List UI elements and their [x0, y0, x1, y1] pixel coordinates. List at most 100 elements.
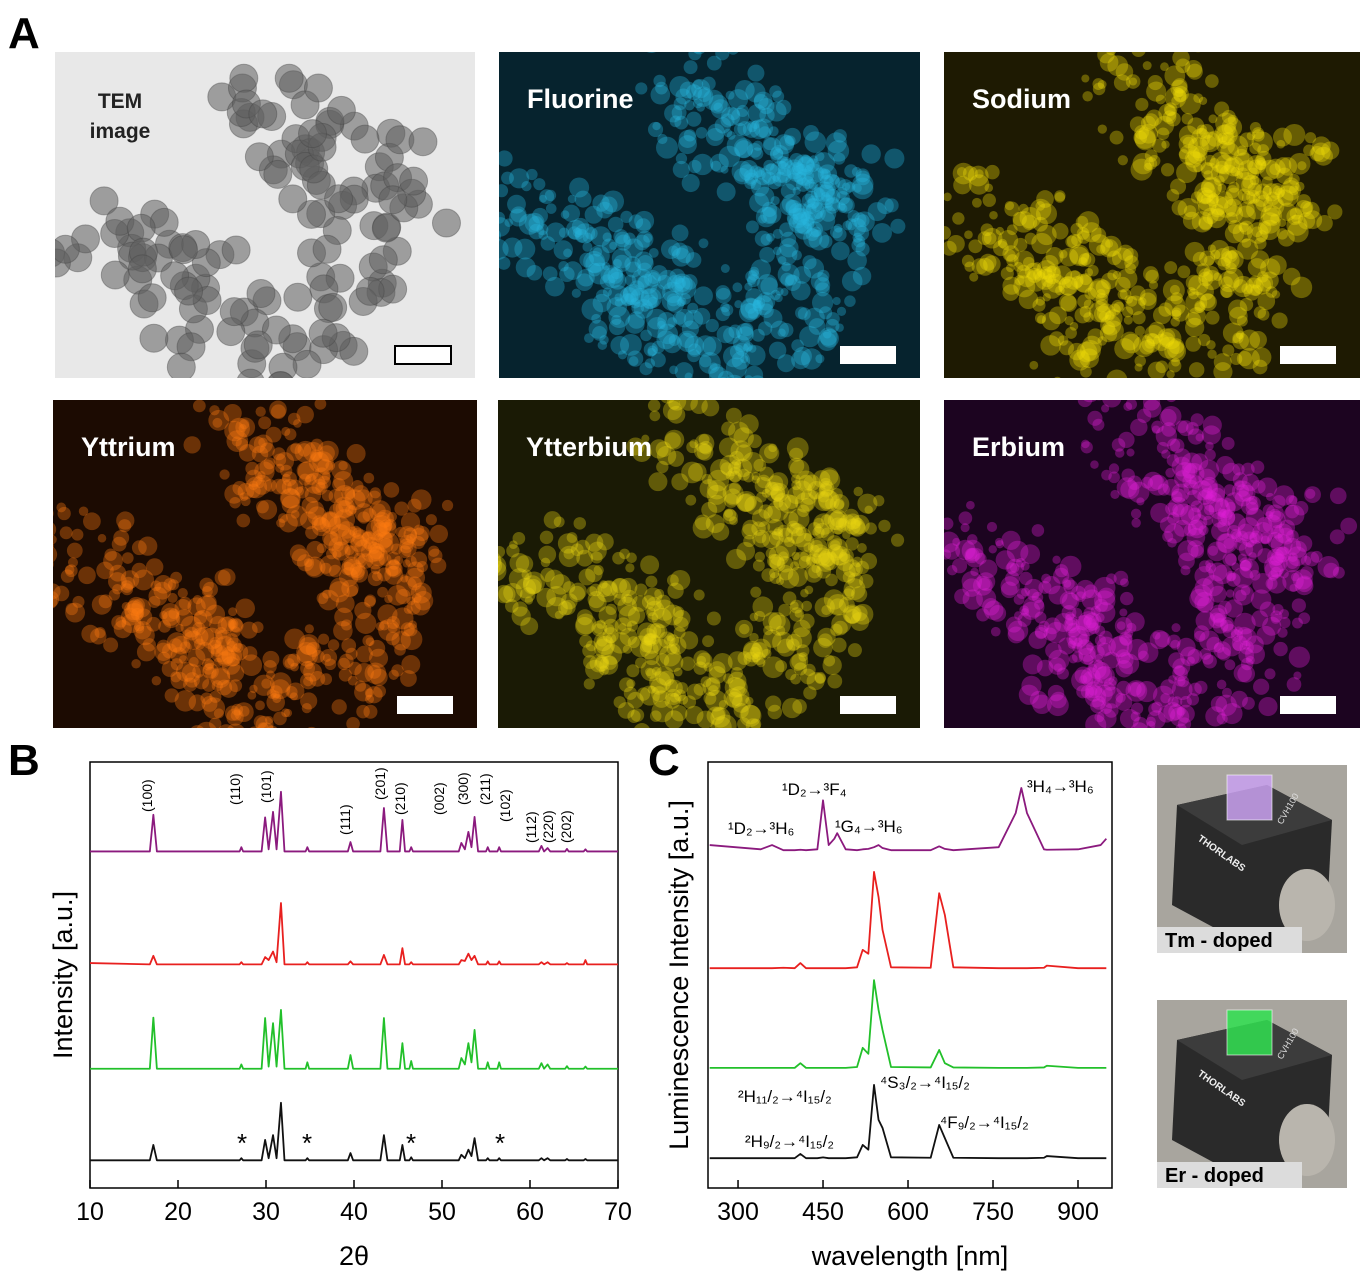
peak-label: (100) [139, 779, 155, 812]
signal-speck [1167, 634, 1181, 648]
particle [293, 350, 321, 378]
signal-speck [716, 307, 730, 321]
signal-speck [1221, 287, 1232, 298]
signal-speck [269, 401, 287, 419]
signal-speck [258, 416, 271, 429]
particle [17, 170, 45, 198]
signal-speck [1278, 219, 1286, 227]
signal-speck [1138, 651, 1149, 662]
signal-speck [1098, 124, 1107, 133]
signal-speck [1065, 619, 1077, 631]
signal-speck [1220, 499, 1229, 508]
x-tick-label: 40 [340, 1198, 368, 1226]
signal-speck [693, 650, 710, 667]
signal-speck [736, 542, 755, 561]
signal-speck [30, 541, 38, 549]
signal-speck [1065, 236, 1077, 248]
series-line [90, 903, 618, 964]
signal-speck [1187, 540, 1204, 557]
signal-speck [1188, 649, 1203, 664]
signal-speck [297, 554, 314, 571]
signal-speck [1131, 382, 1147, 398]
signal-speck [1165, 390, 1177, 402]
signal-speck [594, 638, 614, 658]
signal-speck [1080, 382, 1100, 402]
signal-speck [769, 126, 779, 136]
particle [230, 64, 258, 92]
signal-speck [193, 400, 206, 413]
signal-speck [667, 293, 680, 306]
signal-speck [430, 525, 448, 543]
signal-speck [1292, 618, 1303, 629]
signal-speck [247, 729, 268, 750]
signal-speck [1206, 563, 1217, 574]
signal-speck [1305, 132, 1316, 143]
signal-speck [843, 571, 855, 583]
signal-speck [750, 587, 761, 598]
signal-speck [1297, 194, 1311, 208]
signal-speck [387, 512, 397, 522]
signal-speck [1207, 483, 1225, 501]
particle [351, 125, 379, 153]
signal-speck [597, 533, 614, 550]
transition-label: ¹D₂→³F₄ [782, 780, 847, 799]
signal-speck [1089, 687, 1098, 696]
signal-speck [594, 657, 609, 672]
signal-speck [332, 699, 347, 714]
signal-speck [925, 246, 934, 255]
signal-speck [740, 323, 753, 336]
signal-speck [779, 730, 791, 742]
signal-speck [45, 541, 54, 550]
signal-speck [168, 638, 182, 652]
signal-speck [814, 523, 829, 538]
signal-speck [1127, 475, 1142, 490]
impurity-marker: * [237, 1128, 247, 1158]
signal-speck [781, 262, 791, 272]
signal-speck [240, 654, 262, 676]
signal-speck [947, 565, 957, 575]
signal-speck [976, 608, 989, 621]
signal-speck [1175, 724, 1186, 735]
signal-speck [1131, 509, 1141, 519]
signal-speck [1199, 525, 1209, 535]
signal-speck [261, 679, 271, 689]
signal-speck [1155, 382, 1170, 397]
signal-speck [1257, 292, 1275, 310]
series-line [710, 980, 1107, 1068]
signal-speck [752, 329, 765, 342]
signal-speck [305, 727, 319, 741]
signal-speck [623, 645, 632, 654]
signal-speck [1081, 74, 1089, 82]
signal-speck [256, 716, 274, 734]
signal-speck [39, 513, 50, 524]
signal-speck [275, 464, 284, 473]
signal-speck [576, 550, 593, 567]
signal-speck [1180, 93, 1201, 114]
signal-speck [961, 523, 970, 532]
signal-speck [764, 506, 782, 524]
signal-speck [804, 475, 821, 492]
signal-speck [1289, 174, 1300, 185]
signal-speck [1063, 580, 1077, 594]
signal-speck [693, 98, 703, 108]
signal-speck [647, 623, 662, 638]
photo: CVH100THORLABSTm - doped [1157, 765, 1347, 953]
signal-speck [1170, 178, 1186, 194]
particle [309, 319, 337, 347]
signal-speck [1047, 694, 1069, 716]
peak-label: (102) [497, 789, 513, 822]
signal-speck [568, 226, 581, 239]
signal-speck [644, 270, 661, 287]
signal-speck [509, 540, 518, 549]
signal-speck [1164, 261, 1177, 274]
signal-speck [505, 599, 519, 613]
panel-label: C [648, 736, 680, 785]
signal-speck [575, 614, 596, 635]
signal-speck [428, 549, 442, 563]
signal-speck [1126, 449, 1134, 457]
signal-speck [1148, 75, 1163, 90]
particle [170, 236, 198, 264]
signal-speck [1117, 26, 1130, 39]
signal-speck [1133, 131, 1147, 145]
particle [275, 64, 303, 92]
